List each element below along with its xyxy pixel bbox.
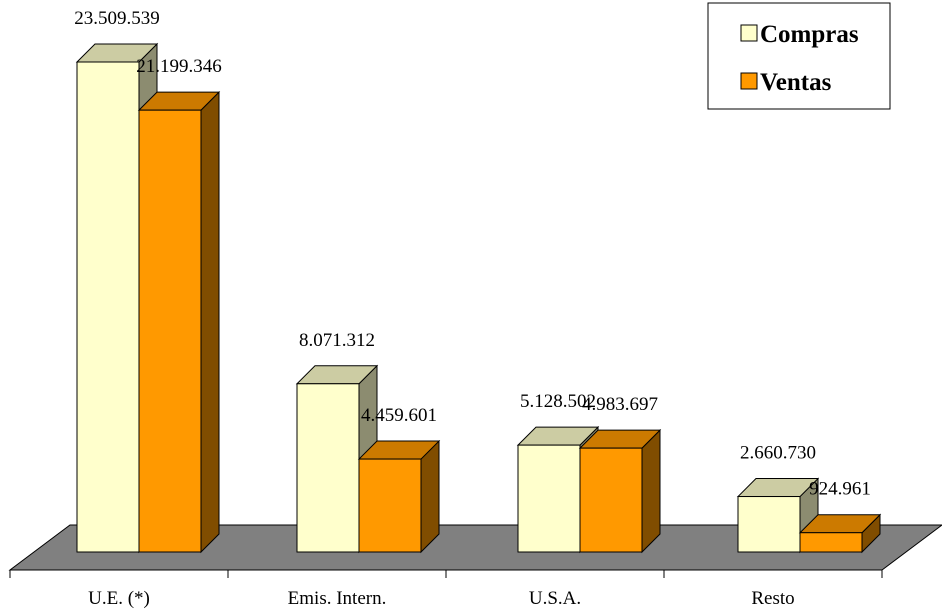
bar-front xyxy=(737,496,801,553)
bar-front xyxy=(138,109,202,553)
bar-front xyxy=(358,458,422,553)
data-label: 23.509.539 xyxy=(74,8,160,29)
data-label: 924.961 xyxy=(809,479,871,500)
x-tick-label: Emis. Intern. xyxy=(288,588,387,609)
bar-ventas-resto xyxy=(798,513,882,554)
x-tick-label: U.E. (*) xyxy=(88,588,150,609)
legend-label-compras: Compras xyxy=(760,21,859,48)
data-label: 4.459.601 xyxy=(361,405,437,426)
bar-ventas-u-e xyxy=(137,90,221,554)
bar-front xyxy=(517,444,581,553)
data-label: 2.660.730 xyxy=(740,443,816,464)
data-label: 8.071.312 xyxy=(299,330,375,351)
data-label: 4.983.697 xyxy=(582,394,658,415)
x-tick-label: U.S.A. xyxy=(529,588,581,609)
legend-box xyxy=(707,2,891,110)
x-tick-label: Resto xyxy=(751,588,794,609)
bar-side xyxy=(420,439,440,554)
bar-front xyxy=(76,61,140,553)
bar-ventas-u-s-a xyxy=(578,428,662,554)
bar-ventas-emis-intern xyxy=(357,439,441,554)
legend-swatch-compras xyxy=(740,24,758,42)
x-axis: U.E. (*) Emis. Intern. U.S.A. Resto xyxy=(9,569,883,609)
bars-layer xyxy=(75,42,882,554)
data-labels-layer: 23.509.539 21.199.346 8.071.312 4.459.601 5.… xyxy=(74,8,871,500)
bar-side xyxy=(641,428,661,554)
bar-front xyxy=(799,532,863,553)
legend-label-ventas: Ventas xyxy=(760,69,832,96)
data-label: 5.128.502 xyxy=(520,391,596,412)
legend: Compras Ventas xyxy=(707,2,891,110)
data-label: 21.199.346 xyxy=(136,56,222,77)
bar-front xyxy=(296,383,360,553)
bar-side xyxy=(200,90,220,554)
legend-swatch-ventas xyxy=(740,72,758,90)
bar-front xyxy=(579,447,643,553)
